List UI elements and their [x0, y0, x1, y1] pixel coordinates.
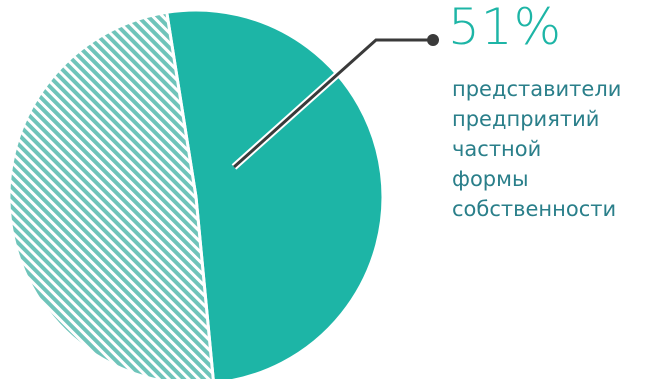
callout-percent-value: 51%: [448, 0, 563, 56]
callout-label-line-1: представители: [452, 77, 622, 101]
callout-label-line-5: собственности: [452, 197, 617, 221]
pie-slice-1: [165, 8, 385, 379]
callout-label: представители предприятий частной формы …: [452, 74, 650, 224]
callout-label-line-3: частной: [452, 137, 542, 161]
callout-leader-line: [233, 38, 432, 169]
callout-label-line-4: формы: [452, 167, 529, 191]
pie-slice-2: [7, 10, 215, 379]
pie-slices: [7, 8, 385, 379]
callout-leader: [231, 34, 439, 170]
callout-leader-dot: [427, 34, 439, 46]
callout-label-line-2: предприятий: [452, 107, 600, 131]
